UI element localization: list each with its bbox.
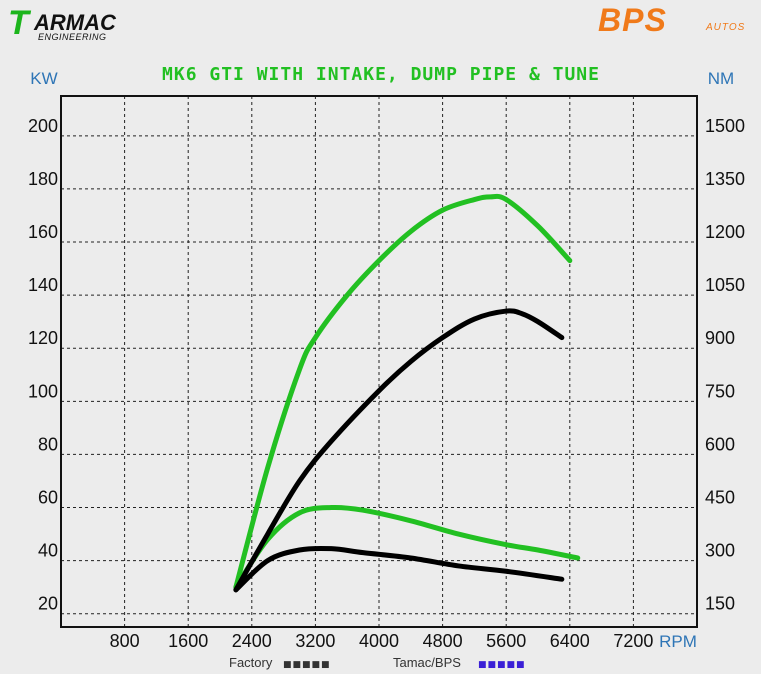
x-tick-label: 5600 (486, 631, 526, 651)
legend-marker: ■■■■■ (478, 660, 526, 670)
x-tick-label: 2400 (232, 631, 272, 651)
series-line-tuned-torque (233, 504, 581, 590)
right-y-tick-label: 1050 (705, 275, 745, 295)
bps-logo: BPS AUTOS (598, 4, 754, 38)
chart-title: MK6 GTI WITH INTAKE, DUMP PIPE & TUNE (162, 64, 600, 85)
grid-lines (61, 96, 697, 627)
tarmac-logo: T ARMAC ENGINEERING (8, 6, 148, 42)
right-y-tick-label: 300 (705, 541, 735, 561)
series-line-factory-power (233, 308, 565, 593)
left-y-tick-label: 60 (38, 488, 58, 508)
bps-logo-word: BPS (598, 2, 667, 38)
right-y-tick-label: 450 (705, 488, 735, 508)
x-tick-label: 7200 (613, 631, 653, 651)
right-y-tick-label: 1350 (705, 169, 745, 189)
x-tick-label: 3200 (295, 631, 335, 651)
left-y-tick-label: 120 (28, 328, 58, 348)
bps-logo-subtitle: AUTOS (706, 22, 746, 33)
left-y-tick-label: 80 (38, 434, 58, 454)
tarmac-logo-word: ARMAC (34, 10, 116, 35)
right-y-tick-label: 600 (705, 434, 735, 454)
series-line-tuned-power (233, 193, 573, 590)
x-tick-label: 6400 (550, 631, 590, 651)
legend: Factory ■■■■■ Tamac/BPS ■■■■■ (229, 655, 526, 670)
left-y-tick-label: 20 (38, 594, 58, 614)
plot-frame (60, 95, 698, 628)
left-y-tick-label: 40 (38, 541, 58, 561)
right-y-tick-label: 1200 (705, 222, 745, 242)
x-tick-label: 1600 (168, 631, 208, 651)
left-y-tick-label: 100 (28, 381, 58, 401)
left-y-tick-label: 200 (28, 116, 58, 136)
left-y-tick-label: 140 (28, 275, 58, 295)
x-tick-label: 4000 (359, 631, 399, 651)
tarmac-logo-subtitle: ENGINEERING (38, 32, 107, 42)
legend-label: Factory (229, 655, 273, 670)
legend-label: Tamac/BPS (393, 655, 461, 670)
right-y-tick-label: 750 (705, 381, 735, 401)
x-tick-label: 800 (110, 631, 140, 651)
right-y-tick-label: 1500 (705, 116, 745, 136)
x-tick-label: 4800 (423, 631, 463, 651)
tick-labels: 800 1600 2400 3200 4000 4800 5600 6400 7200 20 40 6… (28, 116, 745, 651)
right-axis-unit: NM (708, 69, 734, 88)
left-y-tick-label: 180 (28, 169, 58, 189)
tarmac-logo-mark: T (8, 4, 29, 42)
series-lines (233, 193, 581, 593)
x-axis-unit: RPM (659, 632, 697, 651)
series-line-factory-torque (233, 545, 565, 593)
right-y-tick-label: 900 (705, 328, 735, 348)
legend-marker: ■■■■■ (283, 660, 331, 670)
left-y-tick-label: 160 (28, 222, 58, 242)
left-axis-unit: KW (30, 69, 57, 88)
right-y-tick-label: 150 (705, 594, 735, 614)
